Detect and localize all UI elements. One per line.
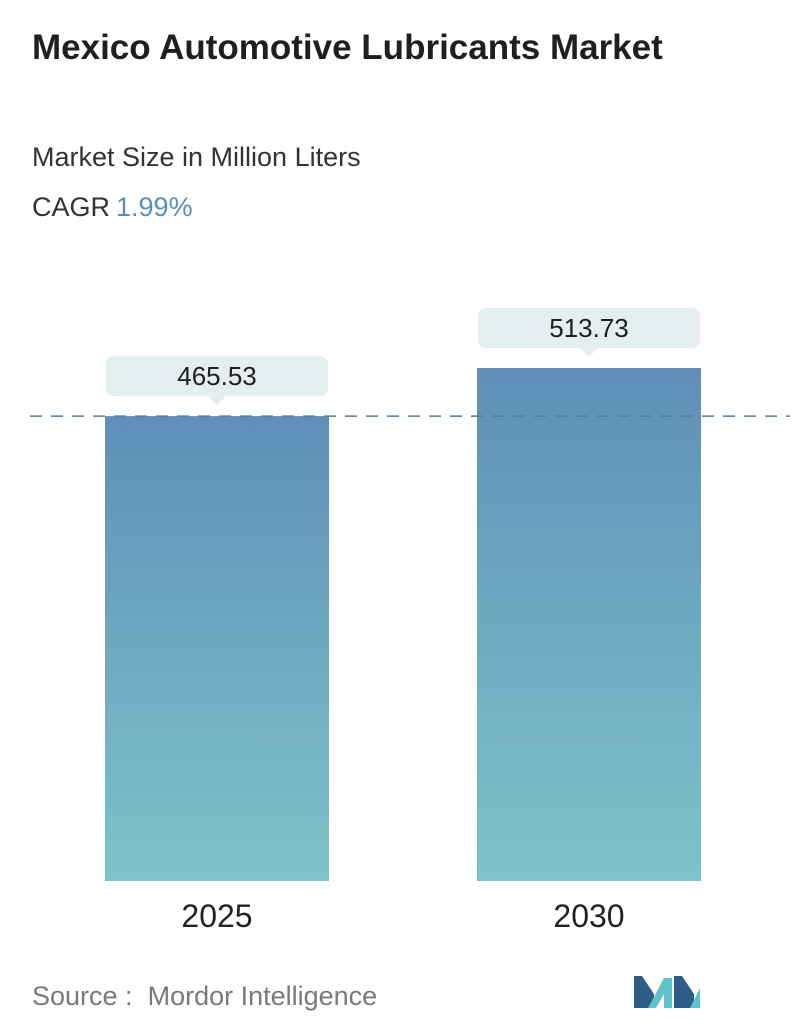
value-label-2025: 465.53 — [177, 361, 257, 391]
value-label-pointer — [580, 348, 598, 357]
x-tick-label-2025: 2025 — [181, 898, 252, 934]
value-label-pointer — [208, 396, 226, 406]
value-label-box-2030: 513.73 — [478, 308, 700, 357]
x-tick-label-2030: 2030 — [553, 898, 624, 934]
bar-chart: 465.53 2025 513.73 2030 — [30, 308, 790, 934]
logo-shape-2 — [648, 978, 672, 1008]
value-label-box-2025: 465.53 — [106, 356, 328, 406]
cagr-value: 1.99% — [116, 192, 193, 222]
source-name: Mordor Intelligence — [147, 981, 378, 1011]
chart-title: Mexico Automotive Lubricants Market — [32, 28, 663, 67]
mordor-intelligence-logo-icon — [634, 976, 700, 1008]
cagr-line: CAGR 1.99% — [32, 190, 193, 224]
logo-shape-1 — [634, 976, 654, 1008]
logo-shape-4 — [690, 988, 700, 1008]
logo-shape-3 — [674, 976, 694, 1008]
source-label: Source : — [32, 981, 133, 1011]
chart-subtitle: Market Size in Million Liters — [32, 142, 361, 172]
cagr-label: CAGR — [32, 192, 111, 222]
bar-2030 — [477, 368, 701, 881]
bar-2025 — [105, 416, 329, 881]
value-label-2030: 513.73 — [549, 313, 629, 343]
value-label-background — [106, 356, 328, 397]
source-line: Source : Mordor Intelligence — [32, 978, 377, 1014]
value-label-background — [478, 308, 700, 348]
